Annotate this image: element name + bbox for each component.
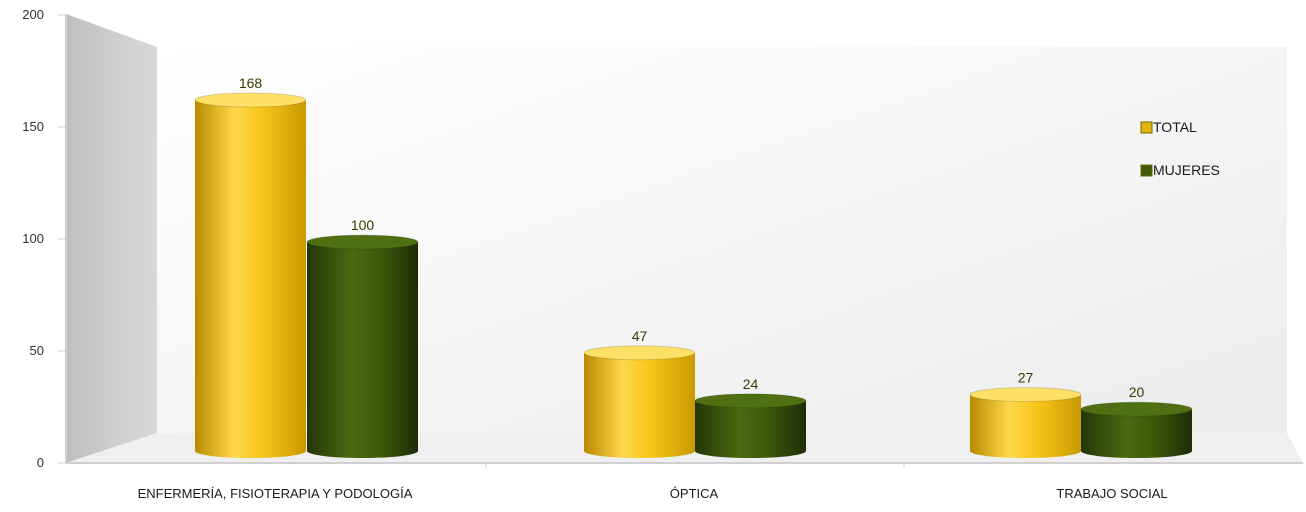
data-label: 20 [1129,384,1145,400]
x-category-label: ÓPTICA [670,486,719,501]
side-wall [66,14,157,463]
bar-total-0 [195,100,306,458]
bar-cap [1080,401,1193,417]
legend-swatch-mujeres [1140,164,1153,177]
legend-label-total: TOTAL [1153,119,1197,135]
y-tick-label: 0 [37,455,44,470]
bar-cap [306,234,419,250]
x-category-label: ENFERMERÍA, FISIOTERAPIA Y PODOLOGÍA [138,486,413,501]
y-tick-label: 100 [22,231,44,246]
bar-cap [969,387,1082,403]
bar-total-1 [584,352,695,458]
y-tick-label: 150 [22,119,44,134]
data-label: 100 [351,217,375,233]
data-label: 47 [632,328,648,344]
bar-cap [194,92,307,108]
legend-swatch-total [1140,121,1153,134]
bar-mujeres-2 [1081,409,1192,458]
bar-mujeres-1 [695,400,806,458]
y-tick-label: 50 [30,343,44,358]
data-label: 27 [1018,370,1034,386]
legend-label-mujeres: MUJERES [1153,162,1220,178]
y-tick-label: 200 [22,7,44,22]
bar-cap [694,393,807,409]
back-wall [157,47,1287,433]
bar-mujeres-0 [307,242,418,458]
data-label: 168 [239,75,263,91]
bar-total-2 [970,394,1081,458]
x-category-label: TRABAJO SOCIAL [1056,486,1167,501]
bar-cap [583,345,696,361]
data-label: 24 [743,376,759,392]
